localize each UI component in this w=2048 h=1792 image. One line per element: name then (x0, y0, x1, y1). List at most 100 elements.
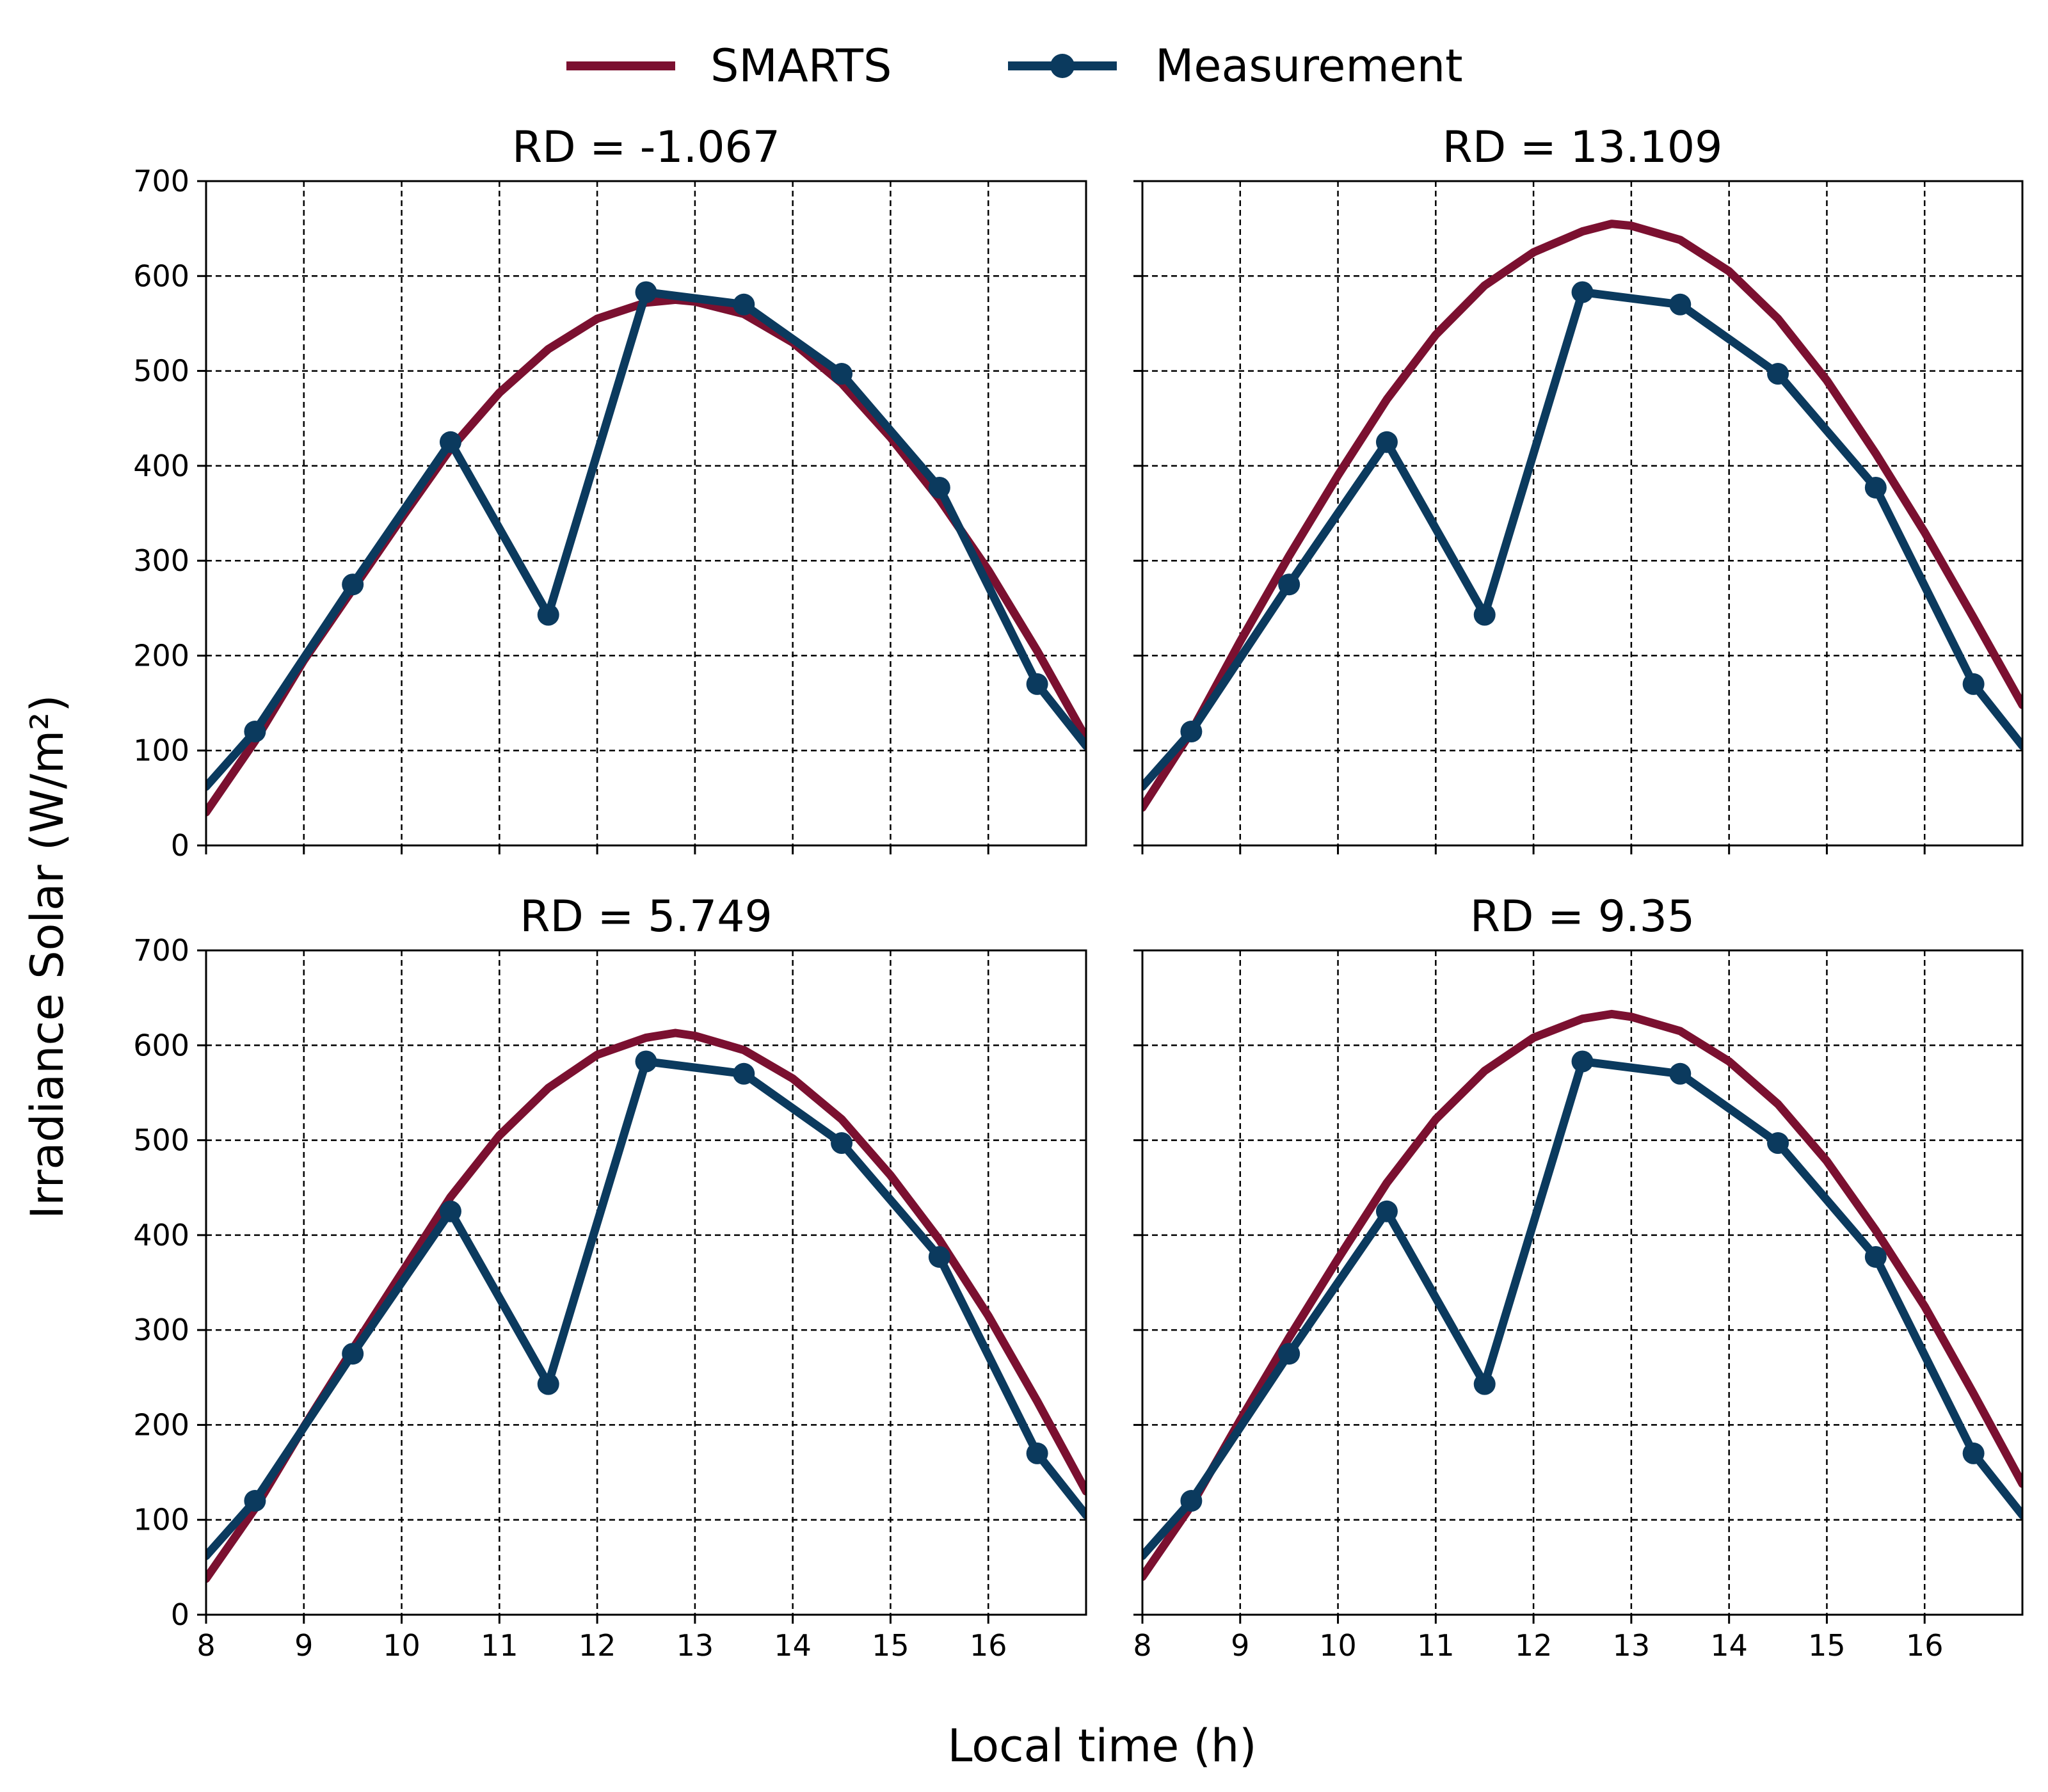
data-point-measurement (1864, 1245, 1887, 1268)
data-point-measurement (342, 1343, 364, 1365)
x-tick-label: 16 (1906, 1628, 1944, 1663)
data-point-measurement (244, 721, 266, 743)
y-tick-label: 100 (133, 733, 189, 768)
x-tick-label: 11 (1417, 1628, 1455, 1663)
y-axis-title: Irradiance Solar (W/m²) (21, 694, 74, 1219)
series-line-smarts (206, 295, 1086, 817)
data-point-measurement (831, 1132, 853, 1155)
panel-3: 8 9 10 11 12 13 14 15 16 0 100 200 300 400 500 600 700 RD… (133, 892, 1087, 1663)
plot-area (1142, 220, 2022, 812)
data-point-measurement (1864, 476, 1887, 499)
data-point-measurement (1026, 673, 1048, 695)
data-point-measurement (1767, 363, 1789, 385)
axes-frame (1141, 180, 2024, 847)
series-line-measurement (1142, 288, 2022, 791)
data-point-measurement (1278, 573, 1300, 596)
y-tick-label: 0 (171, 1597, 189, 1632)
y-tick-label: 700 (133, 164, 189, 198)
data-point-measurement (1278, 1343, 1300, 1365)
y-tick-label: 200 (133, 638, 189, 673)
panel-title: RD = 9.35 (1470, 892, 1695, 942)
data-point-measurement (1962, 1442, 1985, 1464)
x-tick-label: 11 (481, 1628, 518, 1663)
axes-frame (205, 949, 1087, 1616)
data-point-measurement (1180, 721, 1203, 743)
x-tick-label: 14 (774, 1628, 812, 1663)
data-point-measurement (733, 1062, 755, 1085)
series-line-measurement (206, 1057, 1086, 1560)
data-point-measurement (439, 1200, 461, 1222)
y-tick-label: 300 (133, 1313, 189, 1347)
data-point-measurement (1669, 1062, 1692, 1085)
data-point-measurement (1473, 1373, 1496, 1395)
y-tick-label: 700 (133, 933, 189, 968)
data-point-measurement (831, 363, 853, 385)
data-point-measurement (1026, 1442, 1048, 1464)
x-tick-label: 15 (872, 1628, 909, 1663)
data-point-measurement (1669, 293, 1692, 316)
data-point-measurement (1180, 1490, 1203, 1512)
data-point-measurement (537, 1373, 559, 1395)
axes-frame (205, 180, 1087, 847)
panel-2: RD = 13.109 (1133, 122, 2024, 854)
x-tick-label: 13 (1613, 1628, 1651, 1663)
y-tick-label: 300 (133, 543, 189, 578)
legend-marker-measurement (1050, 54, 1075, 78)
data-point-measurement (537, 604, 559, 626)
data-point-measurement (733, 293, 755, 316)
y-tick-label: 200 (133, 1407, 189, 1442)
data-point-measurement (342, 573, 364, 596)
data-point-measurement (1571, 281, 1594, 303)
plot-area (206, 1028, 1086, 1583)
plot-area (206, 281, 1086, 817)
y-tick-label: 100 (133, 1503, 189, 1537)
x-tick-label: 13 (676, 1628, 714, 1663)
x-tick-label: 14 (1710, 1628, 1748, 1663)
panel-title: RD = 13.109 (1443, 122, 1723, 173)
series-line-smarts (1142, 1009, 2022, 1581)
data-point-measurement (1375, 1200, 1398, 1222)
y-tick-label: 400 (133, 1218, 189, 1252)
x-tick-label: 16 (970, 1628, 1007, 1663)
y-tick-label: 0 (171, 828, 189, 863)
panel-title: RD = -1.067 (512, 122, 780, 173)
data-point-measurement (635, 1050, 657, 1073)
x-tick-label: 12 (579, 1628, 616, 1663)
y-tick-label: 400 (133, 449, 189, 483)
series-line-measurement (1142, 1057, 2022, 1560)
legend-label-smarts: SMARTS (710, 40, 892, 92)
x-tick-label: 12 (1515, 1628, 1553, 1663)
data-point-measurement (1473, 604, 1496, 626)
panel-title: RD = 5.749 (520, 892, 772, 942)
y-tick-label: 500 (133, 1123, 189, 1158)
data-point-measurement (1375, 431, 1398, 453)
x-tick-label: 10 (1319, 1628, 1357, 1663)
y-tick-label: 500 (133, 354, 189, 388)
x-axis-title: Local time (h) (947, 1720, 1256, 1772)
series-line-smarts (1142, 220, 2022, 812)
series-line-smarts (206, 1028, 1086, 1583)
legend: SMARTS Measurement (566, 40, 1463, 92)
x-tick-label: 8 (196, 1628, 215, 1663)
x-tick-label: 9 (294, 1628, 313, 1663)
data-point-measurement (1571, 1050, 1594, 1073)
data-point-measurement (439, 431, 461, 453)
data-point-measurement (1767, 1132, 1789, 1155)
panel-1: 0 100 200 300 400 500 600 700 RD = -1.067 (133, 122, 1087, 863)
x-tick-label: 15 (1808, 1628, 1846, 1663)
x-tick-label: 9 (1231, 1628, 1249, 1663)
legend-label-measurement: Measurement (1155, 40, 1463, 92)
data-point-measurement (928, 1245, 950, 1268)
data-point-measurement (635, 281, 657, 303)
data-point-measurement (1962, 673, 1985, 695)
axes-frame (1141, 949, 2024, 1616)
x-tick-label: 8 (1133, 1628, 1151, 1663)
y-tick-label: 600 (133, 259, 189, 293)
plot-area (1142, 1009, 2022, 1581)
panel-4: 8 9 10 11 12 13 14 15 16 RD = 9.35 (1133, 892, 2024, 1663)
series-line-measurement (206, 288, 1086, 791)
data-point-measurement (928, 476, 950, 499)
data-point-measurement (244, 1490, 266, 1512)
y-tick-label: 600 (133, 1028, 189, 1062)
